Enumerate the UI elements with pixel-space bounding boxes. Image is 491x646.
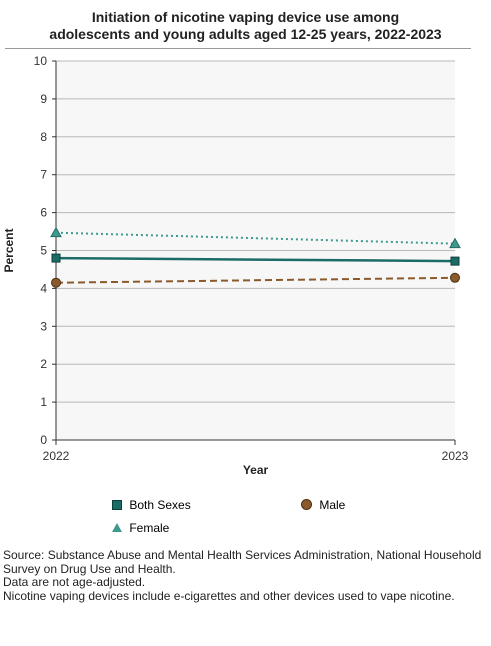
point-male-2023 xyxy=(450,272,460,283)
y-tick-label-9: 9 xyxy=(40,92,47,106)
legend-marker-male-icon xyxy=(301,499,312,511)
y-tick-label-2: 2 xyxy=(40,357,47,371)
y-tick-label-8: 8 xyxy=(40,130,47,144)
legend-marker-both-sexes-icon xyxy=(112,499,122,510)
point-both-sexes-2023 xyxy=(450,256,460,266)
point-female-2023 xyxy=(449,237,461,249)
y-tick-label-3: 3 xyxy=(40,319,47,333)
y-tick-label-10: 10 xyxy=(34,54,48,68)
footnotes: Source: Substance Abuse and Mental Healt… xyxy=(3,548,489,603)
title-divider xyxy=(5,48,471,49)
series-line-female xyxy=(55,231,456,245)
footnote-source: Source: Substance Abuse and Mental Healt… xyxy=(3,548,482,576)
chart-title: Initiation of nicotine vaping device use… xyxy=(0,9,491,43)
legend-label-male: Male xyxy=(319,497,346,512)
y-tick-label-1: 1 xyxy=(40,395,47,409)
series-line-male xyxy=(55,276,456,284)
y-tick-label-6: 6 xyxy=(40,206,47,220)
point-female-2022 xyxy=(50,226,62,238)
footnote-definition: Nicotine vaping devices include e-cigare… xyxy=(3,588,455,603)
footnote-age-adjusted: Data are not age-adjusted. xyxy=(3,575,146,589)
legend-label-both-sexes: Both Sexes xyxy=(129,497,191,512)
legend-item-both-sexes[interactable]: Both Sexes xyxy=(112,497,191,512)
legend-item-female[interactable]: Female xyxy=(112,520,169,535)
y-axis-label: Percent xyxy=(2,228,16,272)
chart-title-line-2: adolescents and young adults aged 12-25 … xyxy=(49,26,442,42)
point-male-2022 xyxy=(51,277,61,288)
point-both-sexes-2022 xyxy=(51,253,61,263)
y-tick-label-5: 5 xyxy=(40,244,47,258)
series-line-both-sexes xyxy=(55,256,456,263)
x-axis-label: Year xyxy=(243,463,269,477)
y-tick-label-4: 4 xyxy=(40,281,47,295)
y-tick-label-7: 7 xyxy=(40,168,47,182)
x-tick-label-2022: 2022 xyxy=(43,449,70,463)
line-chart: 0 1 2 3 4 5 6 7 8 9 10 2022 2023 Year Percent xyxy=(2,54,469,477)
y-tick-label-0: 0 xyxy=(40,433,47,447)
chart-title-line-1: Initiation of nicotine vaping device use… xyxy=(91,9,400,25)
legend-marker-female-icon xyxy=(112,523,122,533)
legend-label-female: Female xyxy=(129,520,170,535)
legend-item-male[interactable]: Male xyxy=(301,497,345,512)
x-tick-label-2023: 2023 xyxy=(442,449,469,463)
